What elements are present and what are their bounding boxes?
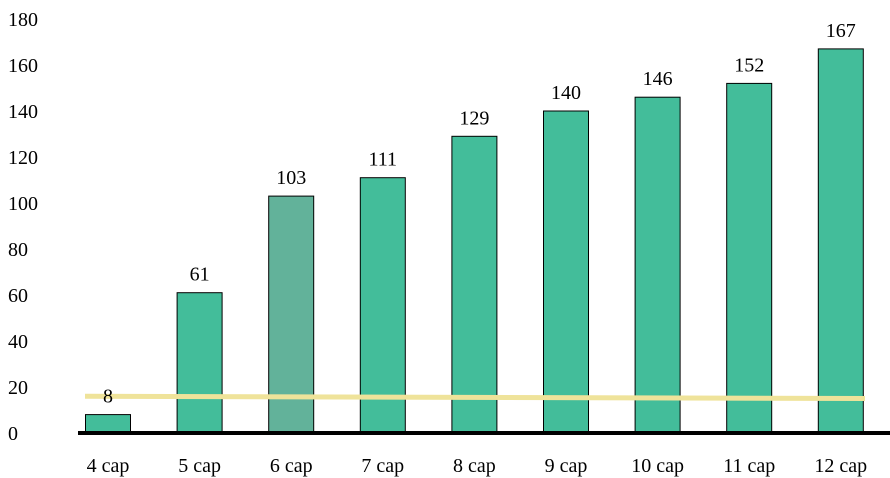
data-labels: 8 61 103 111 129 140 146 152 167 bbox=[103, 20, 856, 408]
x-tick-label: 12 cap bbox=[814, 455, 867, 477]
bar-7-cap bbox=[359, 177, 406, 434]
bar-10-cap bbox=[634, 96, 681, 434]
y-tick-label: 20 bbox=[8, 377, 28, 399]
data-label: 111 bbox=[369, 149, 398, 171]
x-tick-label: 5 cap bbox=[178, 455, 221, 477]
y-tick-label: 60 bbox=[8, 285, 28, 307]
bars bbox=[85, 48, 864, 434]
bar-8-cap bbox=[451, 135, 498, 434]
bar-6-cap bbox=[268, 195, 315, 434]
x-tick-label: 11 cap bbox=[723, 455, 775, 477]
bar-11-cap bbox=[726, 82, 773, 434]
bar-4-cap bbox=[85, 414, 131, 434]
reference-line bbox=[84, 393, 866, 401]
y-tick-label: 80 bbox=[8, 239, 28, 261]
x-tick-label: 10 cap bbox=[631, 455, 684, 477]
y-axis-ticks: 0 20 40 60 80 100 120 140 160 180 bbox=[8, 9, 38, 445]
y-tick-label: 120 bbox=[8, 147, 38, 169]
data-label: 61 bbox=[190, 264, 210, 286]
y-tick-label: 0 bbox=[8, 423, 18, 445]
data-label: 146 bbox=[643, 68, 673, 90]
y-tick-label: 40 bbox=[8, 331, 28, 353]
data-label: 129 bbox=[459, 107, 489, 129]
x-tick-label: 7 cap bbox=[361, 455, 404, 477]
x-tick-label: 6 cap bbox=[270, 455, 313, 477]
y-tick-label: 140 bbox=[8, 101, 38, 123]
data-label: 103 bbox=[276, 167, 306, 189]
bar-5-cap bbox=[176, 292, 223, 434]
y-tick-label: 100 bbox=[8, 193, 38, 215]
data-label: 140 bbox=[551, 82, 581, 104]
data-label: 8 bbox=[103, 386, 113, 408]
y-tick-label: 160 bbox=[8, 55, 38, 77]
y-tick-label: 180 bbox=[8, 9, 38, 31]
x-tick-label: 9 cap bbox=[545, 455, 588, 477]
x-tick-label: 4 cap bbox=[87, 455, 130, 477]
x-tick-label: 8 cap bbox=[453, 455, 496, 477]
bar-12-cap bbox=[817, 48, 864, 434]
bar-9-cap bbox=[543, 110, 589, 434]
category-labels: 4 cap 5 cap 6 cap 7 cap 8 cap 9 cap 10 cap 11 c… bbox=[87, 455, 868, 477]
data-label: 167 bbox=[826, 20, 856, 42]
data-label: 152 bbox=[734, 54, 764, 76]
reference-line-group bbox=[84, 393, 866, 401]
